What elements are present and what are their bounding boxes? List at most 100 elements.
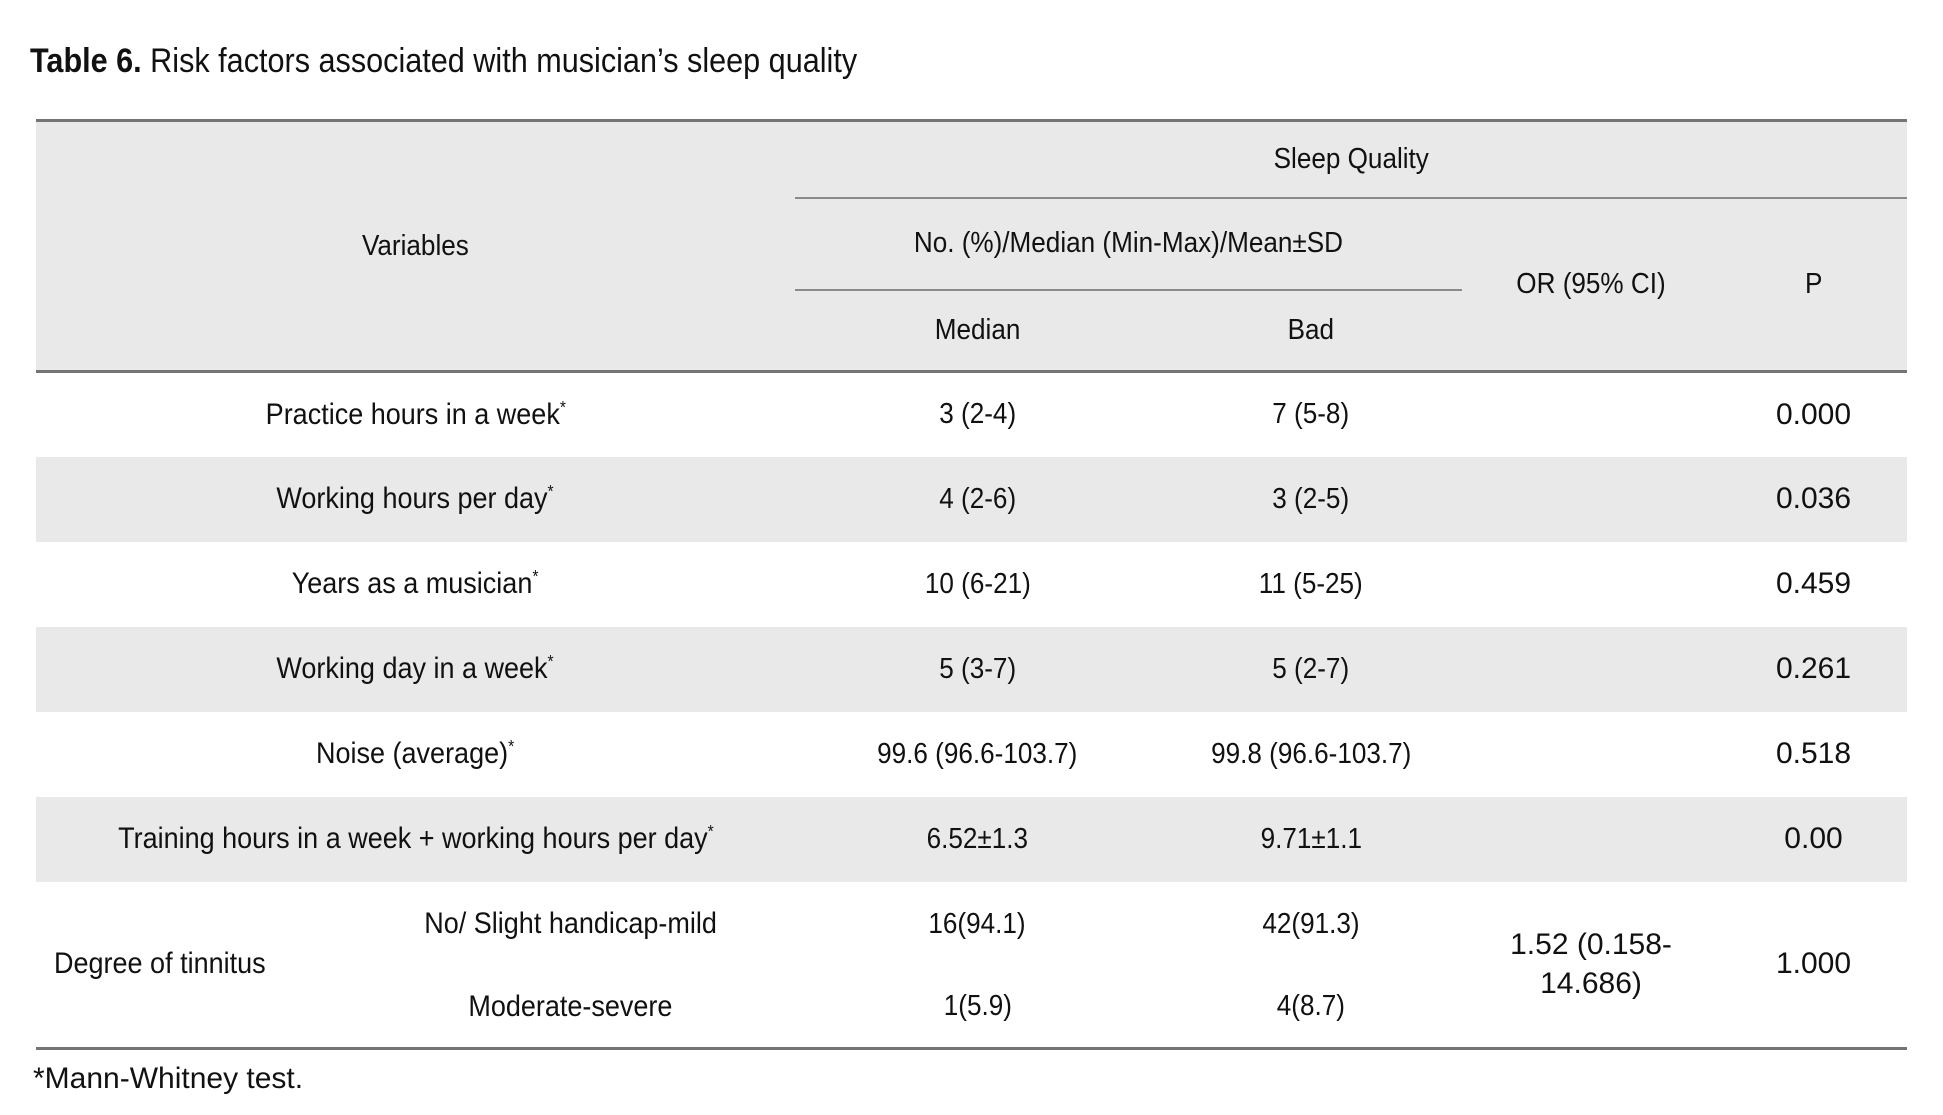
median-value: 1(5.9) [943,990,1012,1023]
tinnitus-sublabel: No/ Slight handicap-mild [424,907,717,940]
cell-or [1462,796,1720,882]
table-row-years-musician: Years as a musician* 10 (6-21) 11 (5-25)… [36,542,1907,627]
cell-bad: 99.8 (96.6-103.7) [1160,712,1462,797]
table-number: Table 6. [30,42,142,80]
cell-or [1462,372,1720,457]
variable-text: Years as a musician [292,567,533,600]
header-row-group: Variables Sleep Quality [36,120,1907,373]
cell-tinnitus-sublabel: Moderate-severe [330,967,795,1049]
variable-text: Working day in a week [276,652,549,685]
cell-median: 6.52±1.3 [795,796,1160,882]
cell-bad: 3 (2-5) [1160,456,1462,542]
median-value: 99.6 (96.6-103.7) [877,737,1078,770]
table-row-training-hours: Training hours in a week + working hours… [36,796,1907,882]
median-value: 5 (3-7) [939,652,1016,685]
cell-variable: Practice hours in a week* [36,372,795,457]
variable-label: Years as a musician* [292,567,539,601]
asterisk: * [548,651,555,671]
footnote: *Mann-Whitney test. [33,1062,304,1095]
p-value: 0.000 [1775,397,1852,431]
p-value: 0.036 [1775,482,1852,515]
median-value: 10 (6-21) [924,567,1031,600]
median-value: 16(94.1) [928,907,1027,940]
p-value: 0.00 [1784,822,1843,855]
asterisk: * [508,736,515,756]
table-row-tinnitus-severe: Moderate-severe 1(5.9) 4(8.7) [36,967,1907,1049]
header-or-label: OR (95% CI) [1516,267,1666,300]
cell-bad: 11 (5-25) [1160,542,1462,627]
cell-bad: 9.71±1.1 [1160,796,1462,882]
variable-label: Noise (average)* [316,737,514,771]
variable-label: Practice hours in a week* [265,398,565,432]
cell-tinnitus-group: Degree of tinnitus [36,882,330,1049]
header-p-label: P [1804,267,1823,300]
cell-p: 0.261 [1720,626,1907,712]
data-table: Variables Sleep Quality No. (%)/Median (… [36,119,1907,1050]
asterisk: * [559,396,566,417]
asterisk: * [707,821,714,841]
cell-bad: 42(91.3) [1160,882,1462,967]
header-p: P [1720,197,1907,373]
variable-text: Practice hours in a week [265,397,560,431]
asterisk: * [548,481,555,501]
cell-tinnitus-sublabel: No/ Slight handicap-mild [330,882,795,967]
cell-bad: 7 (5-8) [1160,372,1462,457]
variable-label: Working day in a week* [277,652,554,686]
bad-value: 3 (2-5) [1272,482,1350,515]
p-value: 0.518 [1775,737,1852,770]
table-row-noise: Noise (average)* 99.6 (96.6-103.7) 99.8 … [36,712,1907,797]
cell-bad: 5 (2-7) [1160,626,1462,712]
bad-value: 9.71±1.1 [1260,822,1362,855]
header-median: Median [795,289,1160,373]
or-value: 1.52 (0.158-14.686) [1510,928,1672,1001]
table-header: Variables Sleep Quality No. (%)/Median (… [36,120,1907,373]
bad-value: 7 (5-8) [1272,398,1350,431]
cell-p: 0.000 [1720,372,1907,457]
table-title-text: Table 6. Risk factors associated with mu… [30,42,857,81]
tinnitus-sublabel: Moderate-severe [468,989,673,1023]
header-bad-label: Bad [1287,313,1335,346]
cell-median: 1(5.9) [795,967,1160,1049]
tinnitus-group-label: Degree of tinnitus [54,947,266,981]
header-variables-label: Variables [362,229,469,262]
cell-bad: 4(8.7) [1160,967,1462,1049]
header-sleep-quality: Sleep Quality [795,120,1907,199]
variable-text: Noise (average) [316,737,509,770]
cell-median: 3 (2-4) [795,372,1160,457]
bad-value: 4(8.7) [1276,990,1346,1023]
cell-variable: Working day in a week* [36,626,795,712]
median-value: 3 (2-4) [939,398,1016,431]
cell-median: 5 (3-7) [795,626,1160,712]
cell-p: 1.000 [1720,882,1907,1049]
table-title: Table 6. Risk factors associated with mu… [30,42,949,81]
median-value: 4 (2-6) [939,482,1016,515]
header-sleep-quality-label: Sleep Quality [1273,142,1429,175]
cell-or [1462,542,1720,627]
cell-or [1462,456,1720,542]
table-row-practice-hours: Practice hours in a week* 3 (2-4) 7 (5-8… [36,372,1907,457]
bad-value: 5 (2-7) [1272,652,1350,685]
p-value: 1.000 [1775,947,1852,981]
table-row-tinnitus-mild: Degree of tinnitus No/ Slight handicap-m… [36,882,1907,1000]
cell-or: 1.52 (0.158-14.686) [1462,882,1720,1049]
asterisk: * [532,566,539,586]
header-row-subcolumns: Median Bad [36,289,1907,373]
header-or: OR (95% CI) [1462,197,1720,373]
cell-p: 0.518 [1720,712,1907,797]
variable-label: Training hours in a week + working hours… [118,822,714,856]
cell-p: 0.459 [1720,542,1907,627]
variable-text: Working hours per day [276,482,549,515]
p-value: 0.459 [1775,567,1852,600]
cell-or [1462,712,1720,797]
bad-value: 99.8 (96.6-103.7) [1210,737,1412,770]
cell-median: 99.6 (96.6-103.7) [795,712,1160,797]
cell-median: 4 (2-6) [795,456,1160,542]
cell-variable: Training hours in a week + working hours… [36,796,795,882]
header-variables: Variables [36,120,795,373]
table-body: Practice hours in a week* 3 (2-4) 7 (5-8… [36,372,1907,1049]
cell-variable: Working hours per day* [36,456,795,542]
cell-or [1462,626,1720,712]
bad-value: 11 (5-25) [1259,567,1363,600]
cell-median: 10 (6-21) [795,542,1160,627]
